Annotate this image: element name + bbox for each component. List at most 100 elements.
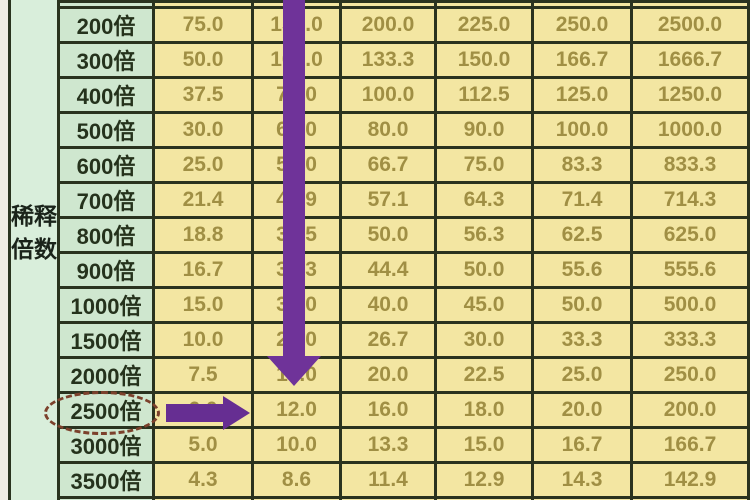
dilution-table: 稀释倍数 200倍 75.0 150.0 200.0 225.0 250.0 2500.0 3…	[8, 0, 750, 500]
row-label: 2500倍	[57, 391, 155, 429]
table-cell: 75.0	[434, 146, 534, 184]
table-cell: 8.6	[251, 461, 342, 499]
table-cell: 11.3	[434, 496, 534, 500]
table-cell: 833.3	[630, 146, 750, 184]
table-cell: 1666.7	[630, 41, 750, 79]
table-cell: 10.0	[251, 426, 342, 464]
table-cell: 26.7	[339, 321, 437, 359]
table-cell: 5.0	[152, 426, 254, 464]
table-cell: 2500.0	[630, 6, 750, 44]
partial-cell	[434, 0, 534, 9]
table-cell: 100.0	[339, 76, 437, 114]
table-row: 800倍 18.8 37.5 50.0 56.3 62.5 625.0	[57, 216, 750, 254]
table-cell: 64.3	[434, 181, 534, 219]
row-label: 1500倍	[57, 321, 155, 359]
table-cell: 133.3	[339, 41, 437, 79]
table-row: 900倍 16.7 33.3 44.4 50.0 55.6 555.6	[57, 251, 750, 289]
table-cell: 45.0	[434, 286, 534, 324]
table-cell: 25.0	[152, 146, 254, 184]
table-cell: 37.5	[251, 216, 342, 254]
table-cell: 50.0	[152, 41, 254, 79]
row-label: 600倍	[57, 146, 155, 184]
table-cell: 16.0	[339, 391, 437, 429]
table-row: 400倍 37.5 75.0 100.0 112.5 125.0 1250.0	[57, 76, 750, 114]
table-cell: 55.6	[531, 251, 633, 289]
table-cell: 3.8	[152, 496, 254, 500]
table-cell: 15.0	[251, 356, 342, 394]
table-cell: 10.0	[152, 321, 254, 359]
table-row: 2000倍 7.5 15.0 20.0 22.5 25.0 250.0	[57, 356, 750, 394]
table-cell: 56.3	[434, 216, 534, 254]
table-cell: 60.0	[251, 111, 342, 149]
table-cell: 1250.0	[630, 76, 750, 114]
table-cell: 100.0	[531, 111, 633, 149]
partial-cell	[531, 0, 633, 9]
table-cell: 83.3	[531, 146, 633, 184]
table-cell: 21.4	[152, 181, 254, 219]
row-label: 3000倍	[57, 426, 155, 464]
table-row: 1500倍 10.0 20.0 26.7 30.0 33.3 333.3	[57, 321, 750, 359]
table-cell: 12.0	[251, 391, 342, 429]
table-cell: 20.0	[251, 321, 342, 359]
partial-cell	[339, 0, 437, 9]
table-cell: 18.0	[434, 391, 534, 429]
table-cell: 66.7	[339, 146, 437, 184]
table-row: 2500倍 6.0 12.0 16.0 18.0 20.0 200.0	[57, 391, 750, 429]
partial-cell	[152, 0, 254, 9]
table-cell: 16.7	[531, 426, 633, 464]
row-label: 400倍	[57, 76, 155, 114]
table-cell: 7.5	[251, 496, 342, 500]
row-label: 4000倍	[57, 496, 155, 500]
table-cell: 30.0	[251, 286, 342, 324]
table-cell: 200.0	[630, 391, 750, 429]
table-cell: 225.0	[434, 6, 534, 44]
table-cell: 200.0	[339, 6, 437, 44]
table-row: 3500倍 4.3 8.6 11.4 12.9 14.3 142.9	[57, 461, 750, 499]
table-body: 200倍 75.0 150.0 200.0 225.0 250.0 2500.0 300倍 50…	[57, 0, 750, 500]
row-label: 800倍	[57, 216, 155, 254]
table-cell: 12.5	[531, 496, 633, 500]
table-row: 300倍 50.0 100.0 133.3 150.0 166.7 1666.7	[57, 41, 750, 79]
table-cell: 25.0	[531, 356, 633, 394]
table-row: 500倍 30.0 60.0 80.0 90.0 100.0 1000.0	[57, 111, 750, 149]
table-cell: 166.7	[531, 41, 633, 79]
table-cell: 555.6	[630, 251, 750, 289]
table-cell: 625.0	[630, 216, 750, 254]
table-cell: 90.0	[434, 111, 534, 149]
table-cell: 13.3	[339, 426, 437, 464]
table-cell: 50.0	[434, 251, 534, 289]
table-cell: 125.0	[531, 76, 633, 114]
table-cell: 50.0	[339, 216, 437, 254]
table-cell: 40.0	[339, 286, 437, 324]
table-cell: 71.4	[531, 181, 633, 219]
table-cell: 16.7	[152, 251, 254, 289]
table-cell: 714.3	[630, 181, 750, 219]
table-cell: 11.4	[339, 461, 437, 499]
table-cell: 142.9	[630, 461, 750, 499]
table-row: 3000倍 5.0 10.0 13.3 15.0 16.7 166.7	[57, 426, 750, 464]
table-cell: 75.0	[251, 76, 342, 114]
partial-cell	[630, 0, 750, 9]
row-label: 2000倍	[57, 356, 155, 394]
table-cell: 14.3	[531, 461, 633, 499]
table-row: 700倍 21.4 42.9 57.1 64.3 71.4 714.3	[57, 181, 750, 219]
table-cell: 18.8	[152, 216, 254, 254]
data-grid: 200倍 75.0 150.0 200.0 225.0 250.0 2500.0 300倍 50…	[57, 0, 750, 500]
table-cell: 30.0	[434, 321, 534, 359]
table-cell: 250.0	[630, 356, 750, 394]
table-cell: 50.0	[251, 146, 342, 184]
table-cell: 42.9	[251, 181, 342, 219]
partial-label-cell	[57, 0, 155, 9]
table-cell: 50.0	[531, 286, 633, 324]
row-label: 3500倍	[57, 461, 155, 499]
table-cell: 500.0	[630, 286, 750, 324]
row-label: 700倍	[57, 181, 155, 219]
table-cell: 7.5	[152, 356, 254, 394]
table-cell: 100.0	[251, 41, 342, 79]
table-cell: 166.7	[630, 426, 750, 464]
table-cell: 4.3	[152, 461, 254, 499]
table-cell: 57.1	[339, 181, 437, 219]
table-cell: 250.0	[531, 6, 633, 44]
table-cell: 112.5	[434, 76, 534, 114]
